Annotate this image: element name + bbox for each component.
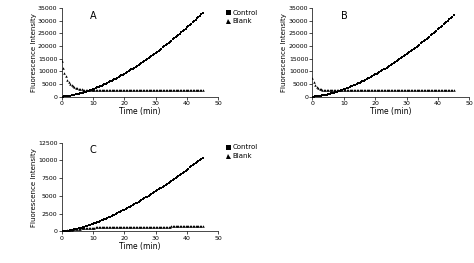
Blank [189, 225, 194, 228]
Blank [428, 89, 434, 92]
Blank [200, 225, 206, 228]
Blank [131, 225, 137, 228]
Blank [193, 225, 199, 228]
Blank [441, 89, 447, 92]
Blank [337, 89, 342, 92]
Blank [86, 226, 91, 229]
Control [189, 165, 194, 168]
Blank [189, 89, 194, 92]
Blank [143, 89, 148, 92]
Y-axis label: Fluorescence Intensity: Fluorescence Intensity [30, 148, 36, 226]
Legend: Control, Blank: Control, Blank [225, 144, 258, 159]
Blank [383, 89, 388, 92]
Control [131, 203, 137, 206]
Control [193, 18, 199, 21]
Control [59, 95, 64, 98]
Control [143, 196, 148, 199]
Blank [394, 89, 400, 92]
Control [439, 24, 445, 27]
Control [143, 58, 148, 62]
Control [200, 11, 206, 14]
Control [200, 156, 206, 159]
Control [451, 14, 456, 17]
Control [337, 89, 342, 92]
Blank [342, 89, 348, 92]
Blank [143, 225, 148, 228]
Control [193, 161, 199, 165]
Control [342, 87, 348, 90]
Y-axis label: Fluorescence Intensity: Fluorescence Intensity [30, 13, 36, 92]
Control [310, 95, 315, 98]
Blank [91, 226, 97, 229]
Control [91, 222, 97, 225]
Line: Control: Control [60, 156, 204, 233]
Blank [131, 89, 137, 92]
Control [91, 87, 97, 90]
Blank [200, 89, 206, 92]
Control [444, 20, 449, 23]
Line: Blank: Blank [311, 76, 455, 92]
X-axis label: Time (min): Time (min) [119, 107, 161, 116]
Blank [86, 88, 91, 92]
Control [383, 67, 388, 70]
X-axis label: Time (min): Time (min) [370, 107, 411, 116]
Legend: Control, Blank: Control, Blank [225, 9, 258, 24]
Control [86, 224, 91, 227]
Text: C: C [90, 145, 97, 155]
Blank [451, 89, 456, 92]
Text: A: A [90, 11, 97, 21]
Line: Control: Control [60, 12, 204, 98]
Y-axis label: Fluorescence Intensity: Fluorescence Intensity [282, 13, 287, 92]
Control [59, 230, 64, 233]
Line: Blank: Blank [60, 225, 204, 233]
Blank [193, 89, 199, 92]
Control [86, 89, 91, 92]
Blank [59, 59, 64, 63]
Control [189, 22, 194, 25]
Blank [310, 76, 315, 79]
Blank [91, 89, 97, 92]
Text: B: B [341, 11, 347, 21]
Line: Blank: Blank [60, 60, 204, 92]
Control [131, 66, 137, 69]
X-axis label: Time (min): Time (min) [119, 242, 161, 251]
Blank [59, 230, 64, 233]
Line: Control: Control [311, 14, 455, 98]
Control [394, 60, 400, 63]
Blank [445, 89, 451, 92]
